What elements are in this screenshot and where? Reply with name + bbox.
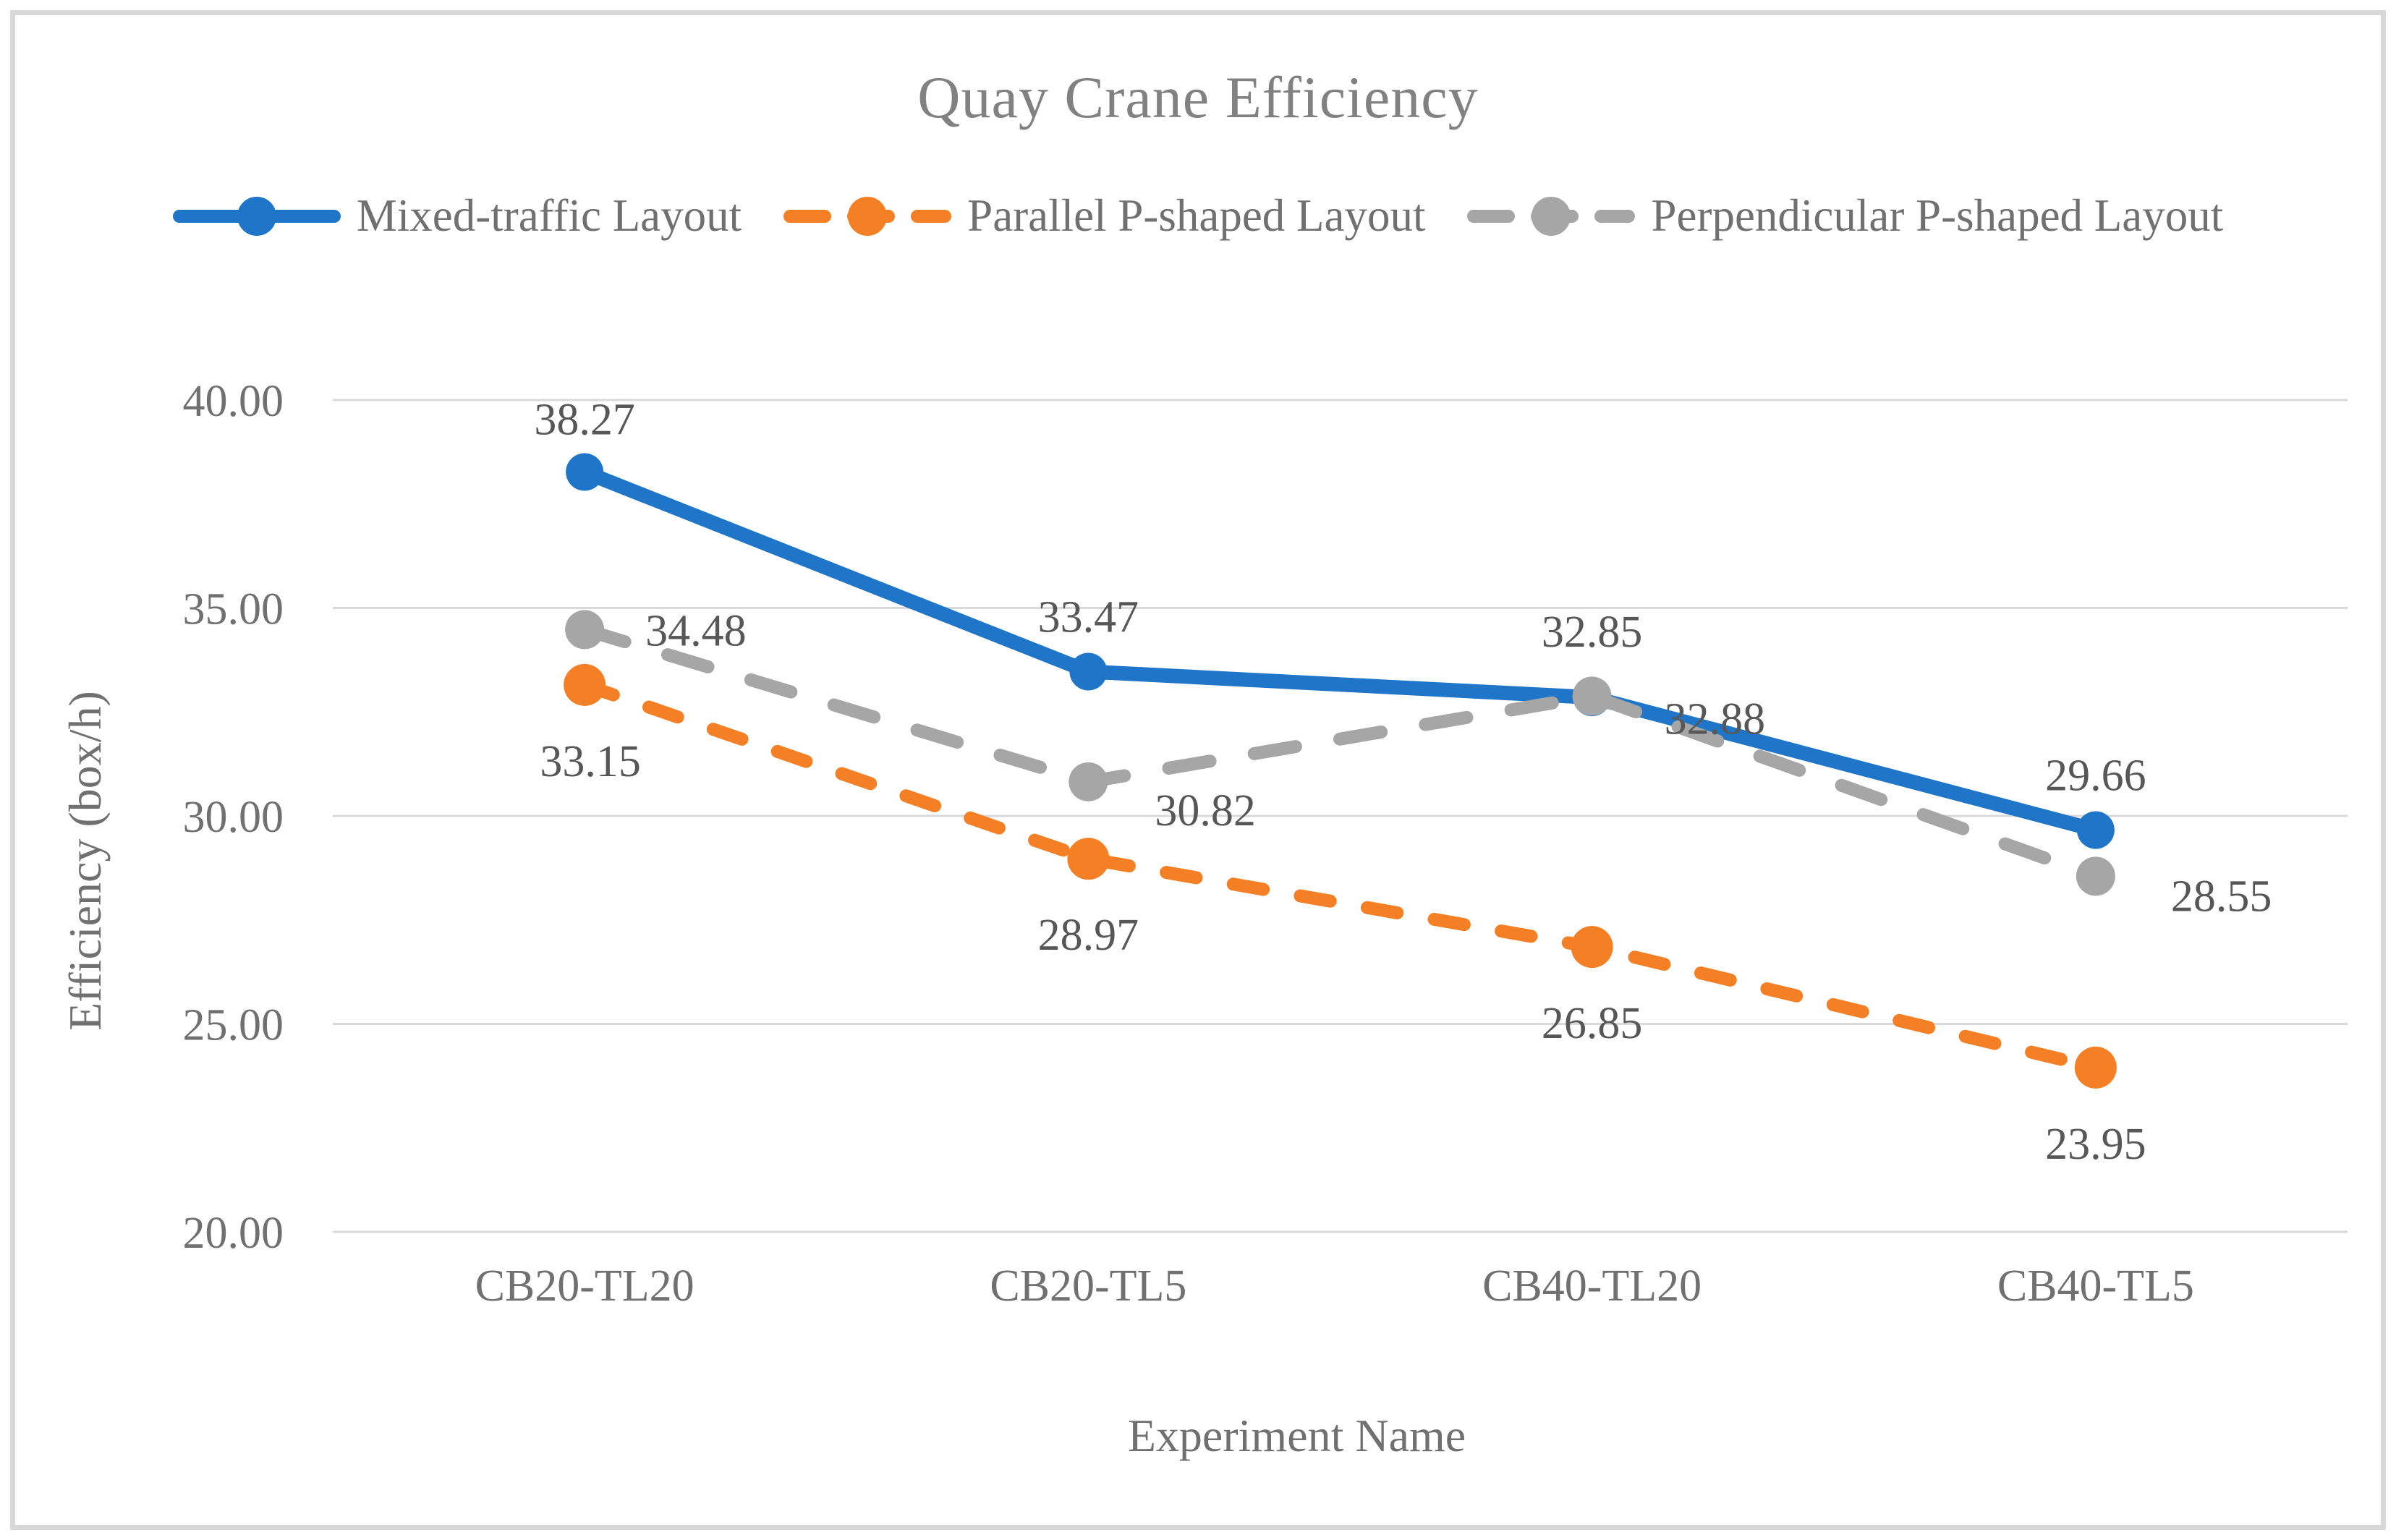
data-point-marker[interactable] <box>2076 811 2115 849</box>
series-line-3[interactable] <box>578 623 2102 883</box>
legend-line-marker-icon <box>1467 191 1636 242</box>
data-point-marker[interactable] <box>1069 652 1108 691</box>
legend-label: Mixed-traffic Layout <box>356 190 742 241</box>
legend-item-parallel-p-shaped[interactable]: Parallel P-shaped Layout <box>783 190 1425 242</box>
data-point-marker[interactable] <box>565 610 605 650</box>
data-label: 33.15 <box>540 737 641 786</box>
legend-item-mixed-traffic[interactable]: Mixed-traffic Layout <box>172 190 742 242</box>
data-point-marker[interactable] <box>1067 838 1110 880</box>
x-category-label: CB20-TL5 <box>990 1262 1186 1311</box>
x-axis-title: Experiment Name <box>1127 1410 1466 1461</box>
data-point-marker[interactable] <box>564 663 606 706</box>
data-label: 38.27 <box>534 395 635 444</box>
data-label: 26.85 <box>1542 999 1643 1048</box>
data-point-marker[interactable] <box>2074 1046 2117 1089</box>
data-point-marker[interactable] <box>1572 676 1612 716</box>
legend-item-perpendicular-p-shaped[interactable]: Perpendicular P-shaped Layout <box>1467 190 2223 242</box>
chart-title: Quay Crane Efficiency <box>917 64 1479 130</box>
legend-label: Parallel P-shaped Layout <box>967 190 1426 241</box>
series-line-2[interactable] <box>578 678 2102 1074</box>
data-label: 28.97 <box>1038 911 1139 960</box>
data-label: 23.95 <box>2045 1120 2146 1169</box>
x-category-label: CB40-TL5 <box>1997 1262 2194 1311</box>
y-tick-label: 30.00 <box>183 793 284 842</box>
data-label: 30.82 <box>1155 786 1256 835</box>
data-label: 34.48 <box>645 606 747 655</box>
y-tick-label: 20.00 <box>183 1209 284 1258</box>
x-category-label: CB20-TL20 <box>475 1262 694 1311</box>
chart-outer-border <box>10 10 2386 1530</box>
data-point-marker[interactable] <box>2076 856 2115 896</box>
legend-line-marker-icon <box>783 191 952 242</box>
data-point-marker[interactable] <box>566 453 604 491</box>
data-label: 33.47 <box>1038 592 1139 642</box>
y-tick-label: 40.00 <box>183 377 284 426</box>
x-category-label: CB40-TL20 <box>1482 1262 1702 1311</box>
y-tick-label: 25.00 <box>183 1001 284 1050</box>
series-line-1[interactable] <box>577 464 2103 838</box>
data-point-marker[interactable] <box>1571 926 1613 969</box>
data-label: 32.88 <box>1665 694 1766 744</box>
data-label: 29.66 <box>2045 752 2146 801</box>
data-label: 32.85 <box>1542 608 1643 657</box>
legend: Mixed-traffic Layout Parallel P-shaped L… <box>29 190 2367 242</box>
legend-label: Perpendicular P-shaped Layout <box>1651 190 2224 241</box>
y-axis-title: Efficiency (box/h) <box>59 691 111 1031</box>
legend-line-marker-icon <box>172 191 341 242</box>
data-label: 28.55 <box>2171 872 2272 921</box>
data-point-marker[interactable] <box>1069 762 1108 801</box>
y-tick-label: 35.00 <box>183 585 284 634</box>
